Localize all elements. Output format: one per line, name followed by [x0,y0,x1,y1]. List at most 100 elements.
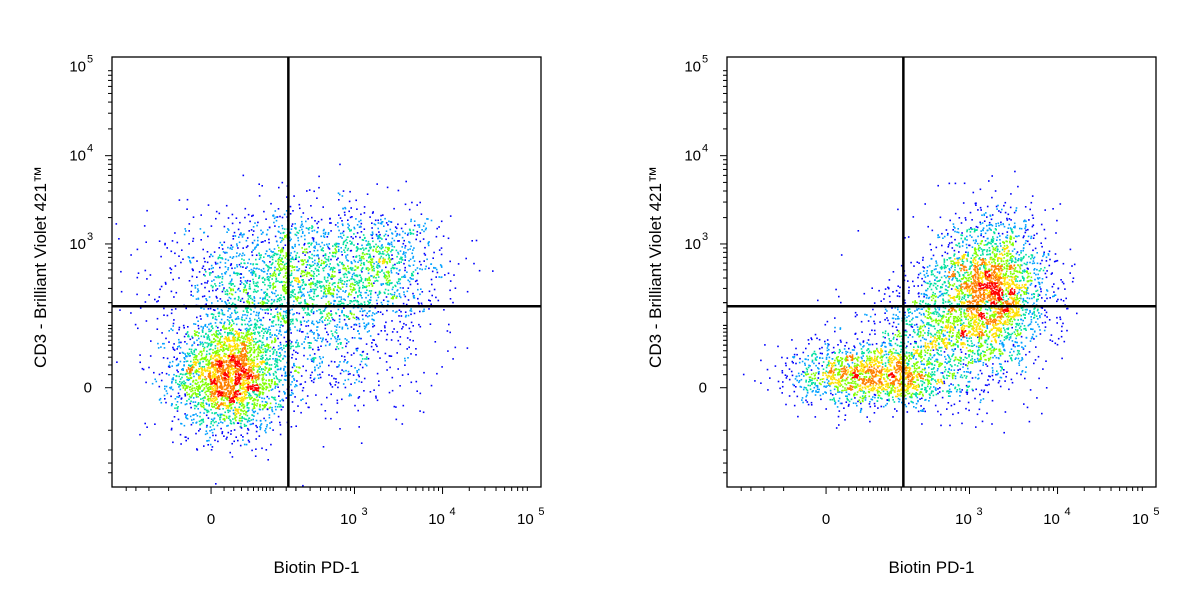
event-dot [154,298,156,301]
event-dot [277,298,280,300]
event-dot [440,276,443,278]
event-dot [312,271,315,273]
event-dot [415,348,417,350]
event-dot [269,374,271,376]
event-dot [234,347,236,349]
event-dot [205,363,207,366]
event-dot [334,336,336,338]
event-dot [271,348,274,350]
event-dot [232,320,234,323]
event-dot [261,358,263,360]
event-dot [181,381,183,383]
event-dot [241,409,243,412]
event-dot [221,248,224,250]
event-dot [180,402,183,404]
event-dot [281,247,283,250]
event-dot [244,216,246,219]
event-dot [223,354,226,357]
event-dot [318,280,321,283]
event-dot [258,344,260,347]
event-dot [206,336,208,338]
event-dot [212,327,214,330]
event-dot [200,371,203,374]
event-dot [312,333,315,335]
event-dot [333,361,336,363]
event-dot [206,342,208,344]
event-dot [426,218,428,220]
event-dot [399,385,401,387]
event-dot [257,239,259,242]
event-dot [249,263,252,265]
event-dot [192,392,195,395]
event-dot [410,245,412,248]
event-dot [268,367,271,370]
event-dot [268,416,271,419]
event-dot [325,265,327,268]
event-dot [165,337,167,340]
event-dot [209,393,212,395]
event-dot [336,324,339,326]
event-dot [386,282,388,285]
event-dot [283,267,285,269]
event-dot [235,436,237,438]
event-dot [199,415,201,418]
event-dot [325,317,327,319]
event-dot [326,243,328,246]
event-dot [280,347,283,349]
event-dot [289,394,291,396]
event-dot [368,249,370,252]
event-dot [280,405,283,408]
event-dot [148,294,150,296]
event-dot [397,368,399,370]
event-dot [255,258,257,261]
event-dot [410,321,413,324]
event-dot [310,205,312,207]
event-dot [346,339,348,341]
event-dot [210,272,212,274]
event-dot [378,266,381,268]
event-dot [256,426,258,429]
event-dot [229,297,232,300]
event-dot [324,319,326,321]
event-dot [185,385,188,387]
event-dot [368,302,371,305]
event-dot [179,360,182,363]
event-dot [405,314,407,317]
event-dot [226,425,228,427]
event-dot [196,449,199,451]
event-dot [248,258,250,261]
event-dot [240,318,243,321]
event-dot [348,294,350,296]
event-dot [267,284,270,287]
event-dot [304,381,307,383]
event-dot [408,208,411,211]
event-dot [392,297,395,299]
event-dot [343,276,346,278]
event-dot [195,373,198,375]
event-dot [259,366,261,368]
event-dot [316,329,318,332]
event-dot [299,207,301,210]
event-dot [226,251,228,254]
event-dot [249,351,251,354]
event-dot [212,385,214,387]
event-dot [158,399,161,401]
event-dot [139,433,141,436]
event-dot [328,265,330,268]
event-dot [353,259,356,262]
event-dot [250,419,253,421]
event-dot [418,260,421,263]
event-dot [265,354,267,356]
event-dot [279,215,281,218]
event-dot [369,216,371,218]
event-dot [379,233,381,236]
event-dot [419,293,421,296]
event-dot [244,307,247,310]
event-dot [237,349,240,351]
event-dot [320,317,322,319]
event-dot [408,327,411,330]
event-dot [262,379,264,382]
event-dot [325,284,328,287]
event-dot [251,302,254,304]
event-dot [224,355,227,358]
